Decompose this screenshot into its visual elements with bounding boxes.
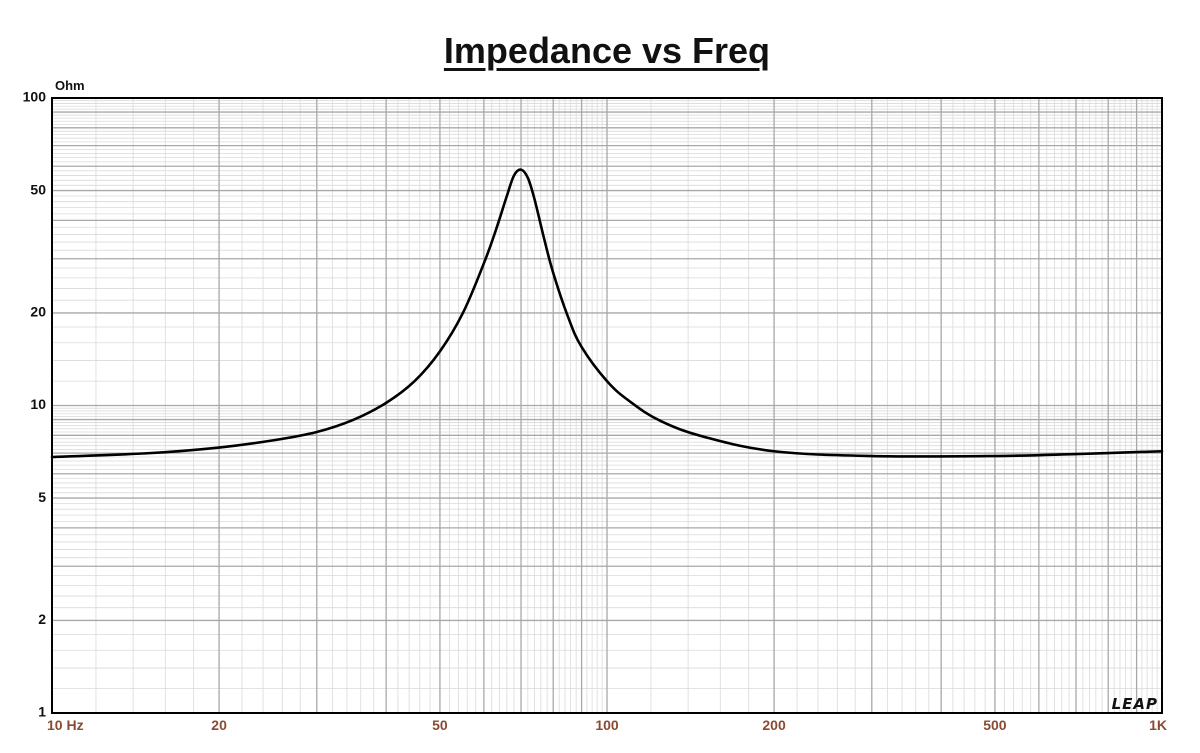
major-grid: [52, 98, 1162, 713]
leap-logo: LEAP: [1112, 695, 1158, 713]
x-tick-label: 100: [595, 717, 619, 733]
chart-title: Impedance vs Freq: [443, 30, 771, 71]
y-tick-label: 50: [30, 181, 46, 197]
x-tick-label: 10 Hz: [47, 717, 84, 733]
y-tick-label: 20: [30, 304, 46, 320]
x-tick-labels: 10 Hz 20 50 100 200 500 1K: [47, 717, 1167, 733]
x-tick-label: 50: [432, 717, 448, 733]
x-tick-label: 200: [762, 717, 786, 733]
y-tick-label: 1: [38, 704, 46, 720]
plot-frame: [51, 97, 1163, 714]
y-tick-labels: 1 2 5 10 20 50 100: [23, 89, 47, 720]
y-axis-unit-label: Ohm: [55, 78, 85, 93]
impedance-curve-0: [50, 168, 1164, 459]
series-group: [50, 168, 1164, 459]
y-tick-label: 10: [30, 396, 46, 412]
x-tick-label: 20: [211, 717, 227, 733]
y-tick-label: 2: [38, 611, 46, 627]
y-tick-label: 5: [38, 489, 46, 505]
x-tick-label: 1K: [1149, 717, 1167, 733]
y-tick-label: 100: [23, 89, 47, 105]
x-tick-label: 500: [983, 717, 1007, 733]
